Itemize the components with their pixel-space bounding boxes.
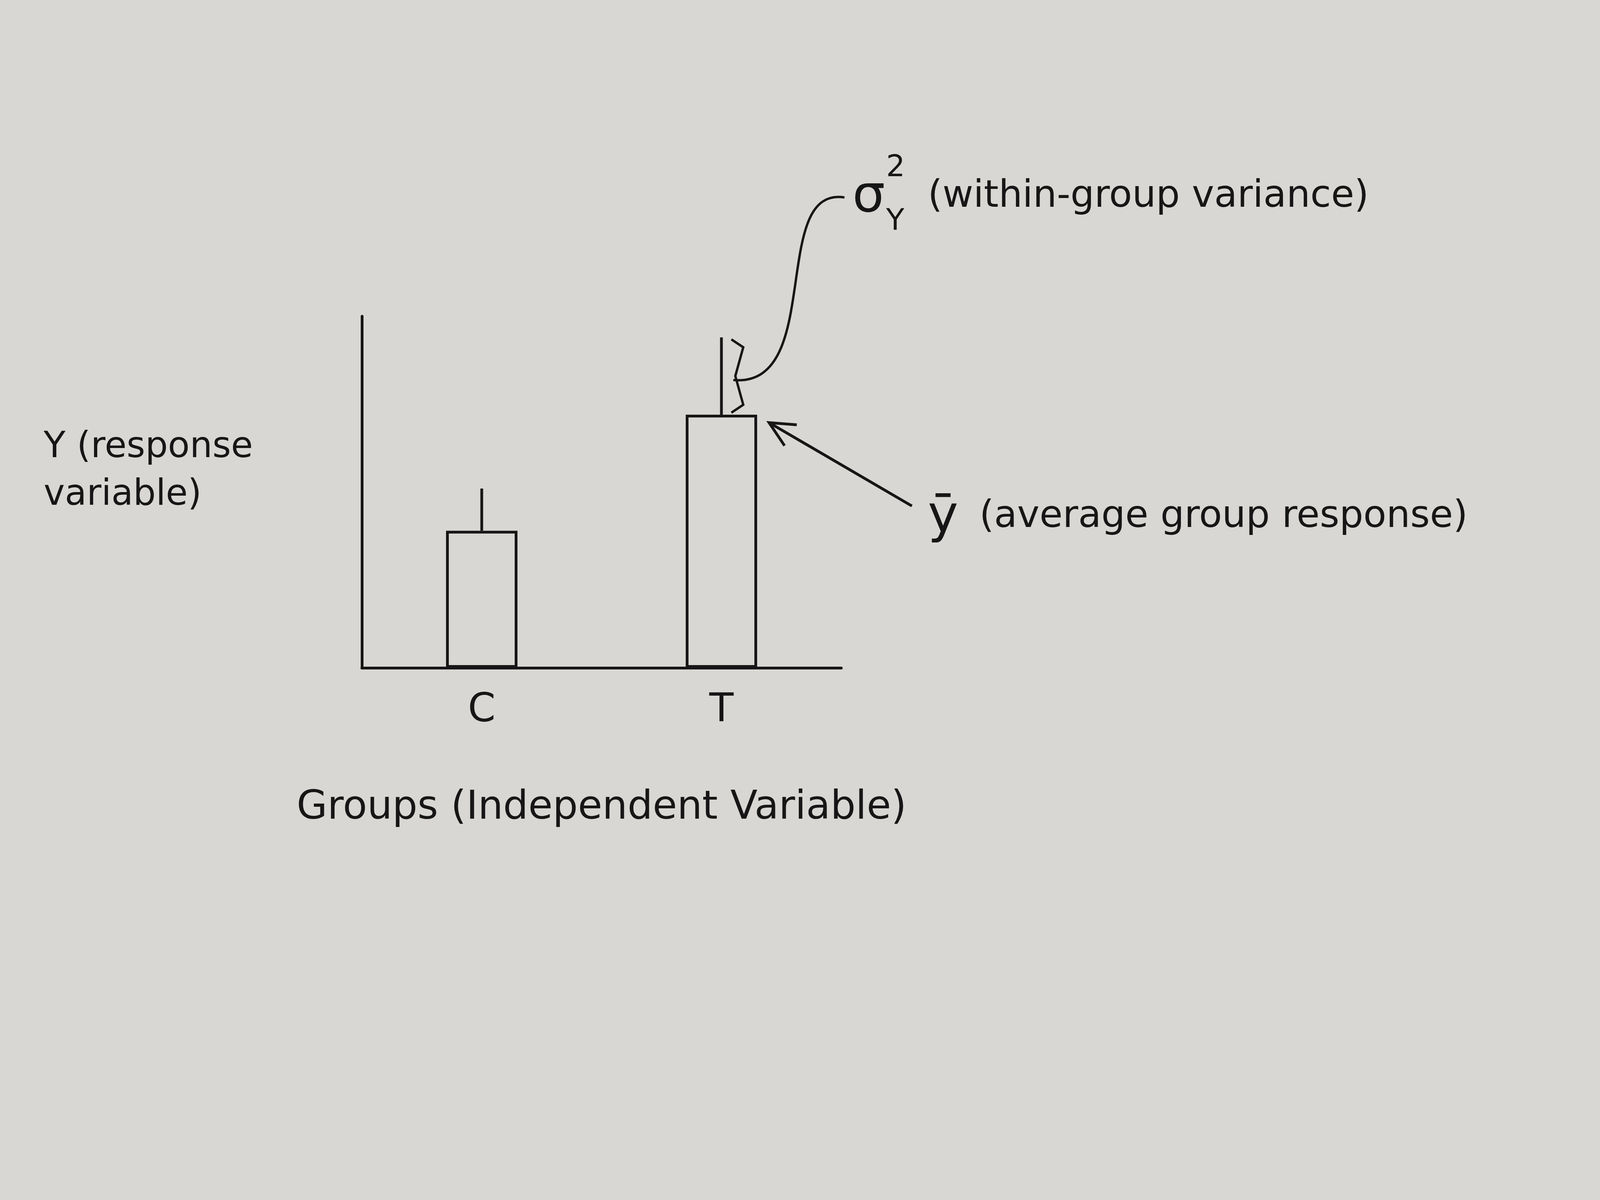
svg-text:Groups (Independent Variable): Groups (Independent Variable) (296, 781, 907, 829)
svg-text:ȳ: ȳ (927, 483, 959, 545)
svg-text:C: C (467, 684, 496, 731)
svg-text:2: 2 (886, 148, 906, 184)
svg-text:Y: Y (885, 201, 905, 237)
svg-text:(average group response): (average group response) (979, 492, 1468, 536)
svg-text:σ: σ (852, 163, 885, 224)
svg-text:variable): variable) (43, 471, 202, 514)
svg-text:T: T (708, 684, 734, 731)
svg-text:(within-group variance): (within-group variance) (927, 171, 1370, 216)
svg-text:Y (response: Y (response (43, 423, 265, 466)
